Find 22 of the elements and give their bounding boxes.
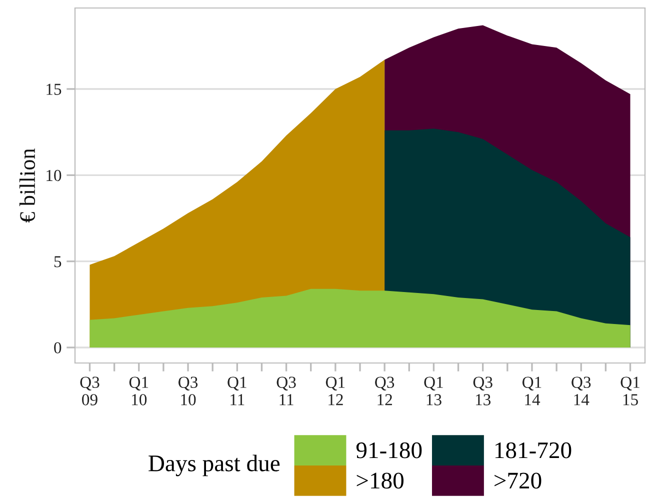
y-tick-label: 5	[54, 256, 62, 268]
x-tick-label: Q3 14	[572, 376, 591, 406]
x-tick-label: Q1 15	[620, 376, 640, 406]
x-tick-label: Q3 10	[178, 376, 198, 406]
legend-label: 181-720	[495, 442, 572, 458]
legend-label: >720	[494, 472, 542, 489]
y-tick-label: 0	[54, 342, 62, 354]
legend-label: >180	[356, 472, 404, 489]
x-tick-label: Q1 14	[522, 376, 542, 406]
x-tick-label: Q1 10	[129, 376, 148, 406]
x-tick-label: Q3 11	[276, 376, 296, 406]
legend-label: 91-180	[356, 442, 422, 458]
x-tick-label: Q3 09	[80, 376, 100, 406]
legend-title: Days past due	[148, 454, 280, 476]
y-tick-label: 15	[46, 84, 62, 95]
x-tick-label: Q3 13	[473, 376, 492, 406]
y-axis-title: € billion	[19, 148, 36, 223]
x-tick-label: Q1 11	[228, 376, 246, 406]
x-tick-label: Q3 12	[375, 376, 394, 406]
x-tick-label: Q1 13	[424, 376, 443, 406]
x-tick-label: Q1 12	[326, 376, 345, 406]
y-tick-label: 10	[46, 170, 62, 182]
